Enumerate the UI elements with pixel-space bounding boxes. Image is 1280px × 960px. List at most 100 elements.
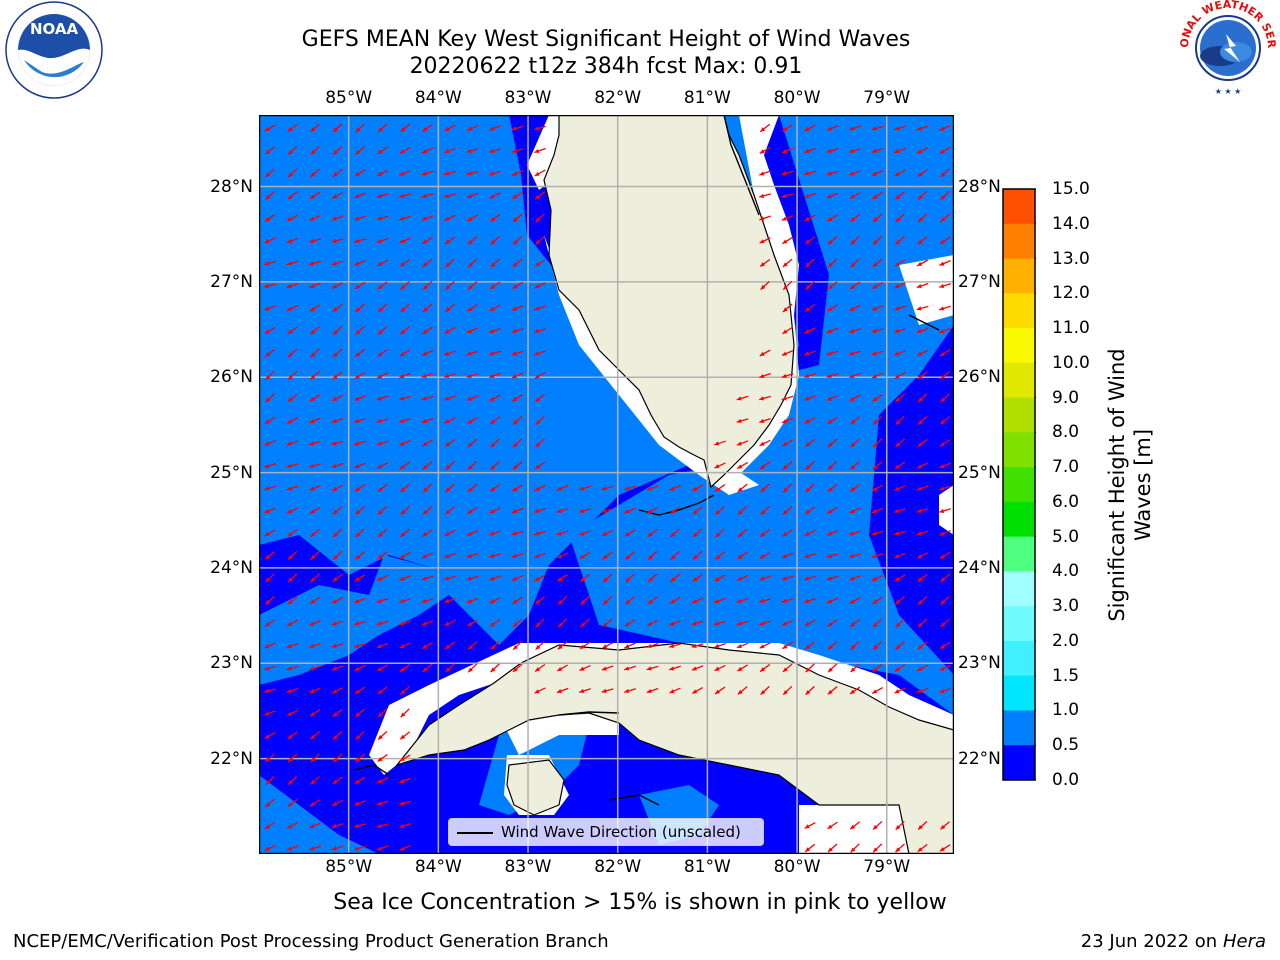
colorbar-segment — [1003, 293, 1035, 329]
wave-direction-arrow — [895, 235, 905, 246]
wave-direction-arrow — [331, 192, 344, 199]
colorbar-tick-label: 15.0 — [1052, 179, 1090, 199]
wave-direction-arrow — [355, 303, 365, 313]
wave-direction-arrow — [377, 348, 388, 358]
wave-direction-arrow — [331, 643, 344, 648]
wave-direction-arrow — [782, 258, 793, 268]
wave-direction-arrow — [804, 395, 816, 401]
wave-direction-arrow — [940, 168, 950, 178]
lon-tick-label: 82°W — [594, 88, 642, 108]
wave-direction-arrow — [466, 170, 479, 176]
lat-tick-label: 25°N — [210, 462, 253, 483]
wave-direction-arrow — [850, 460, 860, 471]
wave-direction-arrow — [805, 483, 815, 493]
wave-direction-arrow — [602, 595, 613, 606]
wave-direction-arrow — [939, 305, 951, 311]
wave-direction-arrow — [917, 573, 928, 583]
colorbar-tick-label: 1.0 — [1052, 700, 1080, 721]
wave-direction-arrow — [511, 148, 524, 154]
wave-direction-arrow — [804, 170, 816, 176]
wave-direction-arrow — [444, 395, 456, 401]
wave-direction-arrow — [489, 148, 501, 153]
wave-direction-arrow — [871, 328, 884, 334]
wave-direction-arrow — [940, 190, 950, 201]
wave-direction-arrow — [331, 687, 344, 694]
wave-direction-arrow — [399, 193, 411, 199]
wave-direction-arrow — [805, 280, 815, 291]
wave-direction-arrow — [466, 597, 479, 604]
wave-direction-arrow — [399, 664, 411, 672]
wave-direction-arrow — [894, 596, 906, 605]
wave-direction-arrow — [871, 281, 884, 290]
wave-direction-arrow — [512, 416, 523, 425]
lat-tick-label: 23°N — [958, 653, 1001, 674]
wave-direction-arrow — [332, 371, 343, 380]
lon-tick-label: 81°W — [683, 88, 731, 108]
wave-direction-arrow — [467, 416, 478, 425]
wave-direction-arrow — [916, 125, 929, 131]
wave-direction-arrow — [601, 642, 614, 649]
wave-direction-arrow — [332, 325, 343, 336]
wave-direction-arrow — [894, 169, 906, 177]
wave-direction-arrow — [377, 281, 388, 290]
wave-direction-arrow — [310, 550, 320, 561]
wave-direction-arrow — [804, 506, 816, 515]
wave-direction-arrow — [669, 643, 681, 649]
wave-direction-arrow — [265, 775, 275, 786]
wave-direction-arrow — [759, 642, 771, 649]
wave-direction-arrow — [534, 125, 546, 131]
wave-direction-arrow — [354, 462, 366, 469]
wave-direction-arrow — [286, 619, 299, 627]
wave-direction-arrow — [916, 687, 929, 694]
wave-direction-arrow — [669, 665, 681, 671]
wave-direction-arrow — [736, 642, 749, 649]
wave-direction-arrow — [872, 191, 883, 200]
wave-direction-arrow — [511, 553, 524, 559]
wave-direction-arrow — [354, 371, 366, 380]
wave-direction-arrow — [512, 461, 523, 470]
wave-direction-arrow — [827, 663, 838, 673]
wave-direction-arrow — [354, 800, 366, 806]
lon-tick-label: 83°W — [504, 857, 552, 877]
wave-direction-arrow — [421, 417, 434, 424]
wave-direction-arrow — [399, 844, 411, 852]
lat-tick-label: 28°N — [958, 176, 1001, 197]
wave-direction-arrow — [826, 148, 839, 154]
wave-direction-arrow — [445, 483, 455, 493]
wave-direction-arrow — [466, 350, 479, 356]
wave-direction-arrow — [535, 618, 545, 628]
wave-direction-arrow — [940, 573, 950, 583]
wave-direction-arrow — [782, 641, 793, 650]
wave-direction-arrow — [264, 731, 276, 740]
wave-direction-arrow — [309, 799, 321, 807]
wave-direction-arrow — [331, 620, 344, 626]
lat-tick-label: 26°N — [210, 367, 253, 388]
wave-direction-arrow — [422, 326, 433, 335]
lon-tick-label: 84°W — [414, 88, 462, 108]
colorbar-label-line1: Significant Height of Wind — [1105, 348, 1129, 622]
wave-direction-arrow — [760, 280, 770, 291]
wave-direction-arrow — [331, 417, 344, 424]
wave-direction-arrow — [534, 372, 546, 379]
wave-direction-arrow — [736, 598, 749, 604]
wave-direction-arrow — [804, 619, 816, 627]
wave-direction-arrow — [466, 530, 479, 536]
wave-direction-arrow — [939, 236, 951, 245]
wave-direction-arrow — [286, 822, 299, 829]
wave-direction-arrow — [894, 328, 906, 334]
wave-direction-arrow — [490, 258, 500, 268]
wave-direction-arrow — [355, 348, 365, 358]
wave-direction-arrow — [399, 215, 411, 221]
wave-direction-arrow — [804, 147, 816, 154]
wave-direction-arrow — [354, 260, 366, 266]
wave-direction-arrow — [737, 551, 748, 560]
wave-direction-arrow — [556, 508, 569, 514]
wave-direction-arrow — [466, 553, 479, 559]
wave-direction-arrow — [332, 730, 343, 741]
wave-direction-arrow — [714, 664, 726, 672]
wave-direction-arrow — [331, 282, 344, 289]
lon-tick-label: 82°W — [594, 857, 642, 877]
wave-direction-arrow — [489, 618, 501, 628]
wave-direction-arrow — [309, 506, 321, 515]
wave-direction-arrow — [737, 505, 748, 516]
